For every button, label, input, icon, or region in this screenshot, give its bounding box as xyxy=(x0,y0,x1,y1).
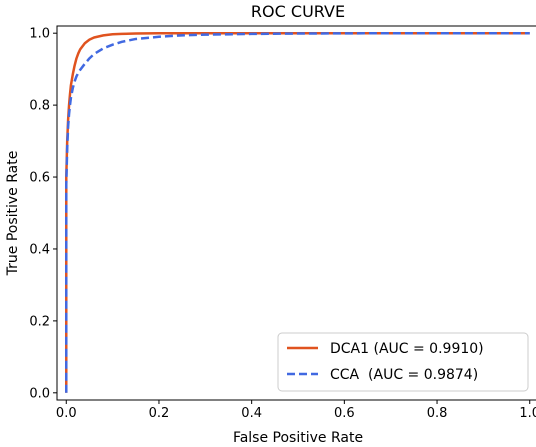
legend: DCA1 (AUC = 0.9910) CCA (AUC = 0.9874) xyxy=(277,332,529,392)
y-tick-label: 0.4 xyxy=(29,242,50,257)
plot-lines xyxy=(65,31,530,393)
x-tick-label: 0.4 xyxy=(241,406,262,421)
legend-label-cca: CCA (AUC = 0.9874) xyxy=(330,367,478,383)
series-line-cca xyxy=(65,31,530,393)
x-tick-label: 0.0 xyxy=(56,406,77,421)
plot-frame xyxy=(56,25,536,401)
y-axis: 0.0 0.2 0.4 0.6 0.8 1.0 xyxy=(29,27,57,401)
y-tick-label: 1.0 xyxy=(29,27,50,42)
legend-box xyxy=(277,332,529,392)
x-tick-label: 0.8 xyxy=(427,406,448,421)
y-tick-label: 0.6 xyxy=(29,171,50,186)
x-tick-label: 0.2 xyxy=(149,406,170,421)
x-axis-label: False Positive Rate xyxy=(233,430,363,446)
y-tick-label: 0.0 xyxy=(29,386,50,401)
legend-label-dca1: DCA1 (AUC = 0.9910) xyxy=(330,341,484,357)
y-tick-label: 0.8 xyxy=(29,99,50,114)
chart-title: ROC CURVE xyxy=(251,2,345,21)
x-axis: 0.0 0.2 0.4 0.6 0.8 1.0 xyxy=(56,400,536,421)
y-tick-label: 0.2 xyxy=(29,314,50,329)
x-tick-label: 1.0 xyxy=(519,406,536,421)
x-tick-label: 0.6 xyxy=(334,406,355,421)
series-line-dca1 xyxy=(65,31,530,393)
y-axis-label: True Positive Rate xyxy=(5,151,21,277)
